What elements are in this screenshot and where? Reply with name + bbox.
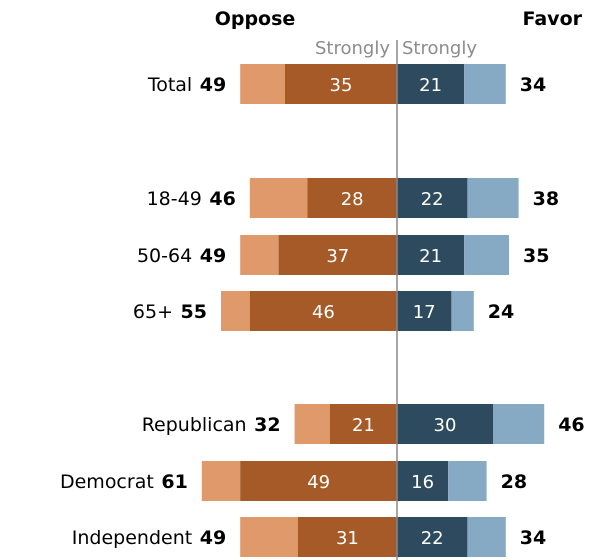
row-independent-favor-strongly-label: 22 [421,528,444,549]
row-18-49-oppose-other-bar [249,178,308,218]
row-total-favor-strongly-label: 21 [419,75,442,96]
row-independent-oppose-strongly-bar [297,517,397,557]
row-65--favor-strongly-label: 17 [413,302,436,323]
row-independent-label: Independent [72,527,192,549]
row-50-64-oppose-strongly-label: 37 [326,246,349,267]
oppose-header: Oppose [215,8,296,30]
row-republican-oppose-strongly-label: 21 [352,415,375,436]
row-independent-oppose-other-bar [240,517,298,557]
row-total-oppose-other-bar [240,64,285,104]
row-65--label: 65+ [133,301,173,323]
row-democrat-oppose-strongly-bar [240,461,397,501]
row-independent-favor-strongly-bar [397,517,468,557]
row-republican-favor-strongly-bar [397,404,493,444]
row-total-favor-strongly-bar [397,64,465,104]
row-50-64-oppose-strongly-bar [278,235,397,275]
row-65--favor-other-bar [451,291,474,331]
row-total-oppose-strongly-label: 35 [330,75,353,96]
row-50-64-favor-strongly-label: 21 [419,246,442,267]
row-50-64-favor-strongly-bar [397,235,465,275]
row-republican-oppose-total-label: 32 [254,414,280,436]
row-independent-favor-other-bar [467,517,506,557]
row-18-49-oppose-strongly-bar [307,178,397,218]
row-65--oppose-total-label: 55 [181,301,207,323]
row-democrat-favor-total-label: 28 [501,471,527,493]
row-republican-favor-other-bar [493,404,545,444]
row-65--oppose-other-bar [221,291,250,331]
row-65--oppose-strongly-bar [249,291,397,331]
row-democrat-oppose-strongly-label: 49 [307,472,330,493]
row-republican-label: Republican [142,414,247,436]
row-total-label: Total [147,74,192,96]
row-independent-favor-total-label: 34 [520,527,546,549]
row-republican-favor-strongly-label: 30 [434,415,457,436]
oppose-strongly-subheader: Strongly [315,38,390,59]
row-democrat-oppose-other-bar [201,461,241,501]
row-democrat-favor-strongly-bar [397,461,449,501]
row-18-49-favor-strongly-label: 22 [421,189,444,210]
row-65--oppose-strongly-label: 46 [312,302,335,323]
row-democrat-favor-strongly-label: 16 [411,472,434,493]
row-18-49-label: 18-49 [147,188,202,210]
row-republican-favor-total-label: 46 [558,414,584,436]
row-republican-oppose-strongly-bar [329,404,397,444]
row-total-oppose-strongly-bar [285,64,397,104]
row-65--favor-strongly-bar [397,291,452,331]
row-50-64-favor-total-label: 35 [523,245,549,267]
row-50-64-label: 50-64 [137,245,192,267]
row-18-49-favor-strongly-bar [397,178,468,218]
row-50-64-favor-other-bar [464,235,509,275]
favor-strongly-subheader: Strongly [402,38,477,59]
row-total-favor-total-label: 34 [520,74,546,96]
row-total-oppose-total-label: 49 [200,74,226,96]
favor-header: Favor [523,8,583,30]
row-democrat-oppose-total-label: 61 [161,471,187,493]
row-republican-oppose-other-bar [294,404,330,444]
row-18-49-favor-other-bar [467,178,519,218]
row-18-49-favor-total-label: 38 [533,188,559,210]
row-democrat-favor-other-bar [448,461,487,501]
row-18-49-oppose-strongly-label: 28 [341,189,364,210]
row-50-64-oppose-total-label: 49 [200,245,226,267]
row-65--favor-total-label: 24 [488,301,514,323]
row-independent-oppose-strongly-label: 31 [336,528,359,549]
row-independent-oppose-total-label: 49 [200,527,226,549]
row-50-64-oppose-other-bar [240,235,279,275]
row-democrat-label: Democrat [60,471,154,493]
row-18-49-oppose-total-label: 46 [209,188,235,210]
row-total-favor-other-bar [464,64,506,104]
chart-rows: 35 21 49 34 Total 28 22 46 38 18-49 37 21 49 35 50-64 4… [60,64,585,557]
